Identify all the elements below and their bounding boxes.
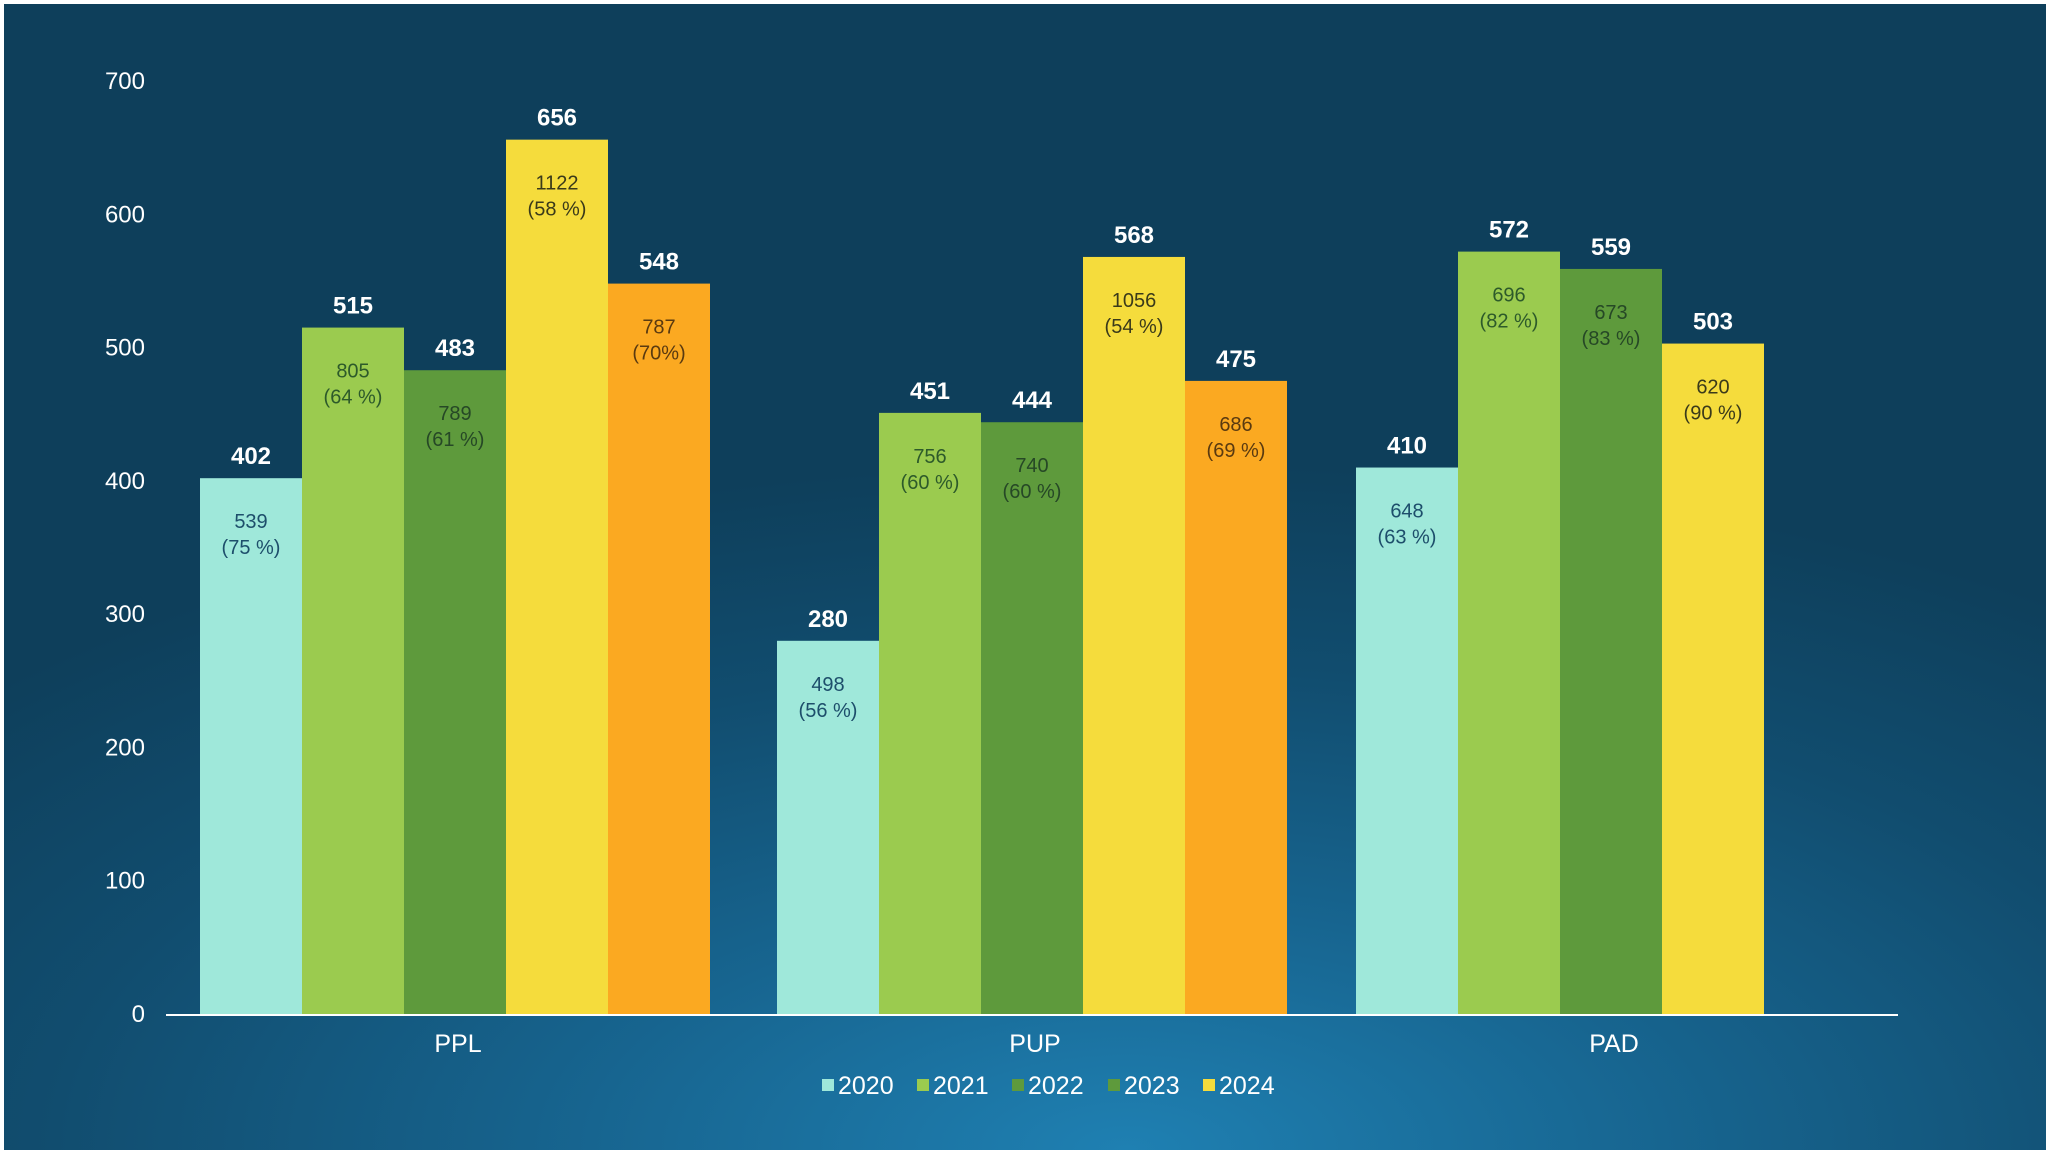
y-tick-label: 200 <box>105 734 145 761</box>
bar-value-label: 444 <box>1012 387 1053 414</box>
bar-inner-count-label: 620 <box>1696 377 1729 399</box>
bar <box>1083 256 1185 1014</box>
bar-value-label: 402 <box>231 443 271 470</box>
bar <box>879 412 981 1014</box>
x-tick-label: PPL <box>434 1030 481 1058</box>
x-tick-label: PUP <box>1009 1030 1060 1058</box>
bar-inner-count-label: 805 <box>336 361 369 383</box>
bar-inner-count-label: 648 <box>1390 501 1423 523</box>
legend: 2020 2021 2022 2023 2024 <box>822 1072 1275 1100</box>
bar-inner-count-label: 756 <box>913 446 946 468</box>
bar-inner-count-label: 789 <box>438 403 471 425</box>
bar-inner-percent-label: (61 %) <box>426 429 485 451</box>
y-tick-label: 100 <box>105 868 145 895</box>
legend-swatch <box>1203 1079 1215 1091</box>
bar-inner-count-label: 1056 <box>1112 290 1157 312</box>
bar-inner-percent-label: (60 %) <box>1003 481 1062 503</box>
bar-inner-count-label: 686 <box>1219 414 1252 436</box>
legend-swatch <box>1108 1079 1120 1091</box>
legend-label: 2020 <box>838 1072 894 1100</box>
bar-inner-percent-label: (64 %) <box>324 387 383 409</box>
bar-inner-percent-label: (82 %) <box>1480 311 1539 333</box>
bar-inner-percent-label: (90 %) <box>1684 403 1743 425</box>
y-tick-label: 400 <box>105 468 145 495</box>
bar <box>1185 380 1287 1015</box>
bar-inner-percent-label: (75 %) <box>222 537 281 559</box>
bar-inner-percent-label: (60 %) <box>901 472 960 494</box>
bar-inner-count-label: 673 <box>1594 302 1627 324</box>
bar <box>1662 343 1764 1014</box>
y-tick-label: 300 <box>105 601 145 628</box>
bar <box>302 327 404 1014</box>
bar-value-label: 451 <box>910 378 950 405</box>
bar-inner-count-label: 1122 <box>535 173 578 195</box>
bar <box>1458 251 1560 1014</box>
bar <box>1560 268 1662 1014</box>
bar-value-label: 503 <box>1693 309 1733 336</box>
y-tick-label: 600 <box>105 201 145 228</box>
bar-inner-count-label: 787 <box>642 317 675 339</box>
legend-swatch <box>1012 1079 1024 1091</box>
x-tick-label: PAD <box>1589 1030 1639 1058</box>
y-tick-label: 0 <box>132 1001 145 1028</box>
y-tick-label: 700 <box>105 68 145 95</box>
bar-chart: 0 100 200 300 400 500 600 700 402 539 (75 %) 515 80… <box>105 68 1898 1100</box>
bar-value-label: 483 <box>435 335 475 362</box>
bar-inner-percent-label: (63 %) <box>1378 527 1437 549</box>
legend-label: 2021 <box>933 1072 989 1100</box>
y-axis: 0 100 200 300 400 500 600 700 <box>105 68 145 1028</box>
bar-value-label: 656 <box>537 105 577 132</box>
bar-inner-count-label: 539 <box>234 511 267 533</box>
bar-inner-count-label: 696 <box>1492 285 1525 307</box>
bar-value-label: 410 <box>1387 433 1427 460</box>
bar-value-label: 572 <box>1489 217 1529 244</box>
legend-label: 2023 <box>1124 1072 1180 1100</box>
y-tick-label: 500 <box>105 335 145 362</box>
bar-value-label: 475 <box>1216 346 1256 373</box>
bar <box>506 139 608 1014</box>
legend-label: 2022 <box>1028 1072 1084 1100</box>
bar <box>1356 467 1458 1014</box>
plot-area: 402 539 (75 %) 515 805 (64 %) 483 789 (61 %) 656 1… <box>200 105 1764 1015</box>
bar-value-label: 559 <box>1591 234 1631 261</box>
bar-inner-percent-label: (58 %) <box>528 199 587 221</box>
bar-inner-percent-label: (54 %) <box>1105 316 1164 338</box>
bar <box>777 640 879 1014</box>
bar-inner-percent-label: (69 %) <box>1207 440 1266 462</box>
x-axis: PPL PUP PAD <box>434 1030 1638 1058</box>
bar <box>200 478 302 1015</box>
bar-inner-percent-label: (70%) <box>632 343 685 365</box>
bar-inner-count-label: 498 <box>811 674 844 696</box>
bar <box>981 422 1083 1014</box>
bar <box>608 283 710 1014</box>
legend-swatch <box>917 1079 929 1091</box>
legend-label: 2024 <box>1219 1072 1275 1100</box>
bar-value-label: 515 <box>333 293 373 320</box>
bar-value-label: 568 <box>1114 222 1154 249</box>
bar-inner-count-label: 740 <box>1015 455 1048 477</box>
chart-background: 0 100 200 300 400 500 600 700 402 539 (75 %) 515 80… <box>4 4 2046 1150</box>
bar <box>404 370 506 1015</box>
bar-value-label: 548 <box>639 249 679 276</box>
bar-inner-percent-label: (83 %) <box>1582 328 1641 350</box>
bar-inner-percent-label: (56 %) <box>799 700 858 722</box>
bar-value-label: 280 <box>808 606 848 633</box>
legend-swatch <box>822 1079 834 1091</box>
